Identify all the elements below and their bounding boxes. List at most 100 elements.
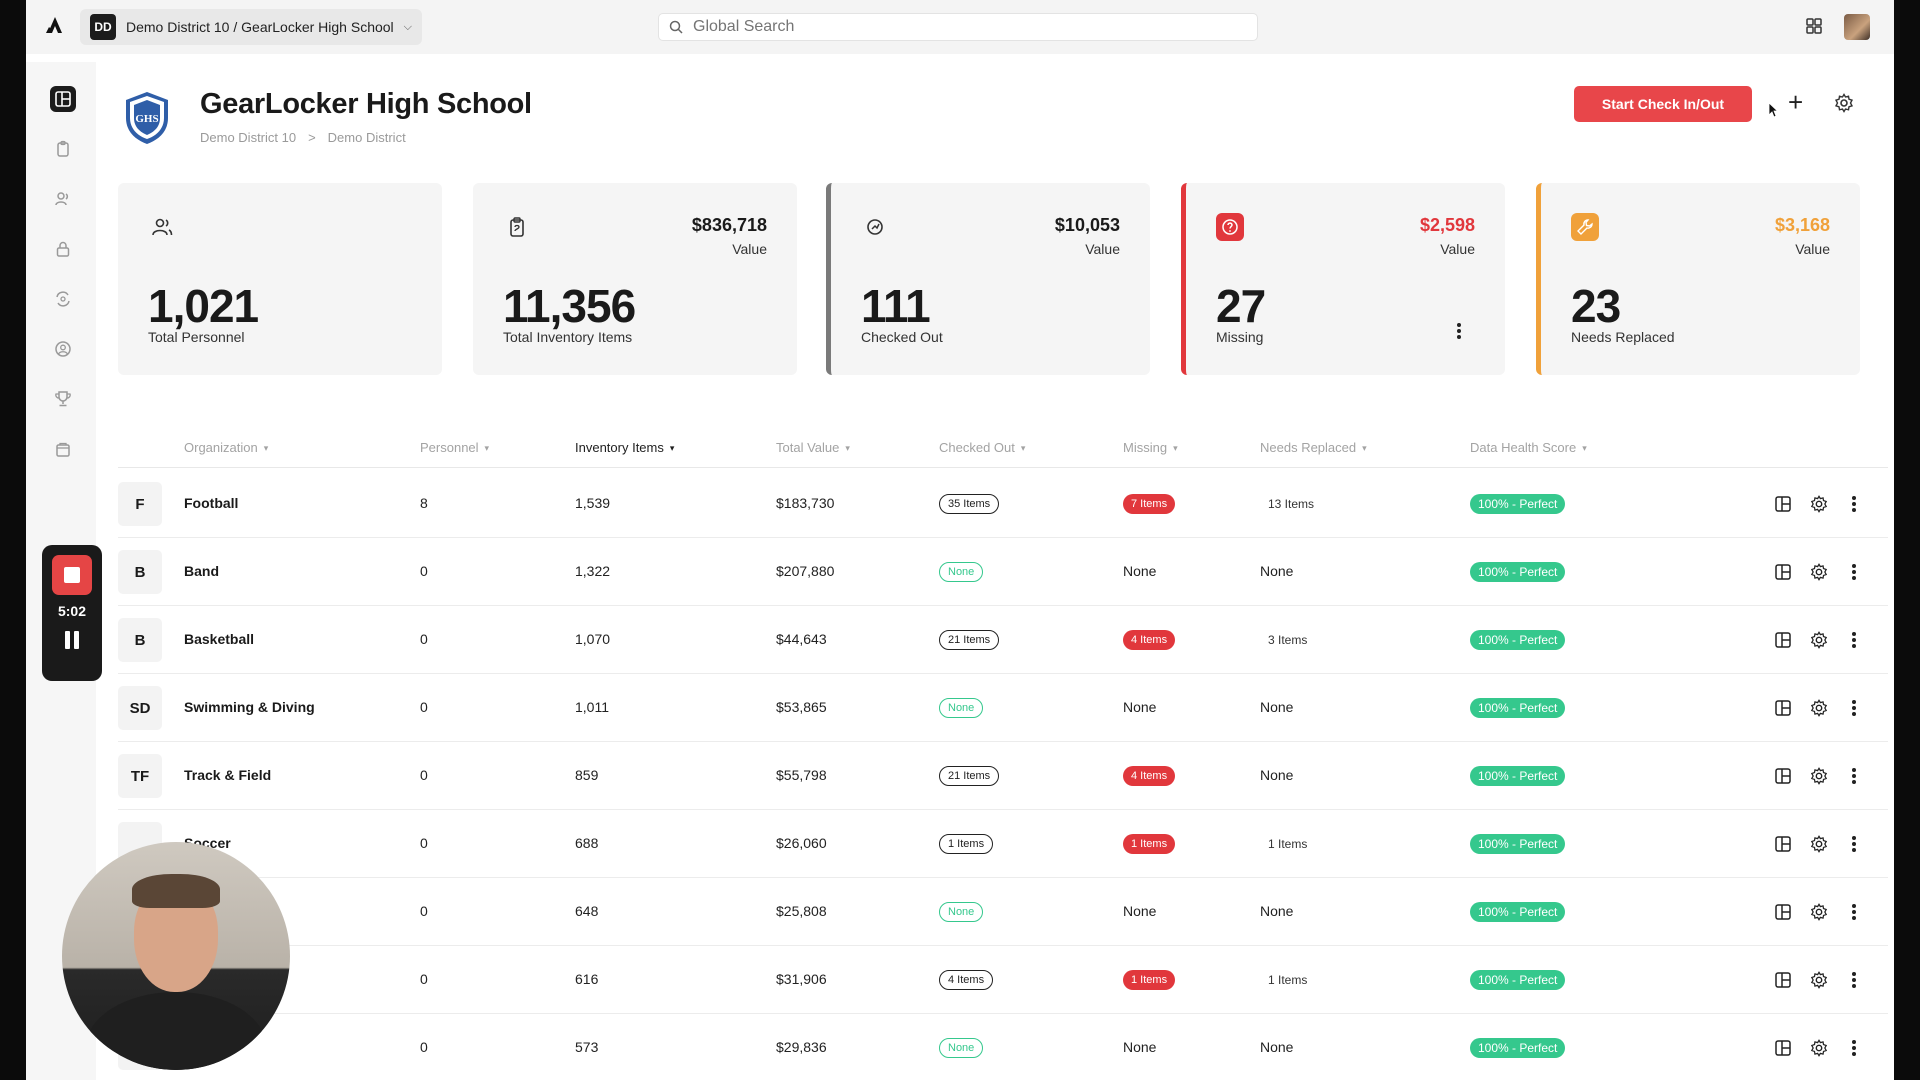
pause-button[interactable] (65, 631, 79, 649)
table-row[interactable]: Soccer 0 688 $26,060 1 Items 1 Items 1 Items 10… (118, 810, 1888, 878)
stop-recording-button[interactable] (52, 555, 92, 595)
stat-card-checked-out[interactable]: $10,053 Value 111 Checked Out (826, 183, 1150, 375)
stat-value: $3,168 (1774, 215, 1830, 235)
sidebar-item-personnel[interactable] (50, 186, 76, 212)
open-dashboard-icon[interactable] (1774, 563, 1792, 581)
org-name[interactable]: Basketball (184, 631, 255, 647)
column-header-organization[interactable]: Organization ▾ (184, 440, 269, 455)
data-health-badge: 100% - Perfect (1470, 902, 1566, 922)
checked-out-badge: 1 Items (939, 834, 994, 854)
user-avatar[interactable] (1844, 14, 1870, 40)
checked-out-badge: None (939, 902, 984, 922)
dashboard-icon (55, 91, 71, 107)
open-dashboard-icon[interactable] (1774, 835, 1792, 853)
org-name[interactable]: Football (184, 495, 239, 511)
row-more-options-icon[interactable] (1852, 972, 1856, 988)
breadcrumb-parent[interactable]: Demo District (327, 130, 406, 145)
table-header: Organization ▾ Personnel ▾ Inventory Items… (118, 432, 1888, 468)
sidebar-item-store[interactable] (50, 436, 76, 462)
row-more-options-icon[interactable] (1852, 632, 1856, 648)
sidebar-item-lockers[interactable] (50, 236, 76, 262)
personnel-count: 0 (420, 835, 428, 851)
missing-value: None (1123, 903, 1157, 919)
row-more-options-icon[interactable] (1852, 768, 1856, 784)
stat-card-needs-replaced[interactable]: $3,168 Value 23 Needs Replaced (1536, 183, 1860, 375)
column-header-data-health-score[interactable]: Data Health Score ▾ (1470, 440, 1587, 455)
table-row[interactable]: 0 616 $31,906 4 Items 1 Items 1 Items 100% - P… (118, 946, 1888, 1014)
checked-out-badge: None (939, 1038, 984, 1058)
column-header-needs-replaced[interactable]: Needs Replaced ▾ (1260, 440, 1367, 455)
row-settings-gear-icon[interactable] (1810, 1039, 1828, 1057)
stat-card-inventory-items[interactable]: $836,718 Value 11,356 Total Inventory It… (473, 183, 797, 375)
personnel-count: 0 (420, 767, 428, 783)
add-button[interactable]: + (1788, 87, 1804, 117)
sidebar-item-awards[interactable] (50, 386, 76, 412)
table-row[interactable]: B Basketball 0 1,070 $44,643 21 Items 4 Items 3… (118, 606, 1888, 674)
org-abbreviation-badge: TF (118, 754, 162, 798)
needs-replaced-badge: 1 Items (1268, 837, 1308, 851)
column-header-checked-out[interactable]: Checked Out ▾ (939, 440, 1026, 455)
table-row[interactable]: 0 648 $25,808 None None None 100% - Perfect (118, 878, 1888, 946)
row-settings-gear-icon[interactable] (1810, 903, 1828, 921)
row-more-options-icon[interactable] (1852, 564, 1856, 580)
missing-badge: 7 Items (1123, 494, 1176, 514)
org-name[interactable]: Track & Field (184, 767, 272, 783)
stat-card-missing[interactable]: $2,598 Value 27 Missing (1181, 183, 1505, 375)
table-row[interactable]: TF Track & Field 0 859 $55,798 21 Items 4 Item… (118, 742, 1888, 810)
stat-card-total-personnel[interactable]: 1,021 Total Personnel (118, 183, 442, 375)
checked-out-badge: None (939, 562, 984, 582)
stat-number: 1,021 (148, 280, 259, 332)
stat-value-label: Value (1440, 241, 1475, 257)
global-search[interactable] (658, 13, 1258, 41)
sidebar-item-profile[interactable] (50, 336, 76, 362)
window-frame-left (0, 0, 26, 1080)
row-more-options-icon[interactable] (1852, 1040, 1856, 1056)
data-health-badge: 100% - Perfect (1470, 494, 1566, 514)
row-settings-gear-icon[interactable] (1810, 563, 1828, 581)
more-options-icon[interactable] (1457, 323, 1461, 339)
search-input[interactable] (693, 18, 1233, 36)
inventory-count: 1,070 (575, 631, 611, 647)
row-settings-gear-icon[interactable] (1810, 699, 1828, 717)
column-header-total-value[interactable]: Total Value ▾ (776, 440, 850, 455)
open-dashboard-icon[interactable] (1774, 903, 1792, 921)
row-settings-gear-icon[interactable] (1810, 767, 1828, 785)
apps-grid-icon[interactable] (1806, 18, 1822, 34)
table-row[interactable]: SD Swimming & Diving 0 1,011 $53,865 None None… (118, 674, 1888, 742)
row-settings-gear-icon[interactable] (1810, 631, 1828, 649)
row-more-options-icon[interactable] (1852, 700, 1856, 716)
row-settings-gear-icon[interactable] (1810, 971, 1828, 989)
row-more-options-icon[interactable] (1852, 904, 1856, 920)
organization-switcher[interactable]: DD Demo District 10 / GearLocker High Sc… (80, 9, 422, 45)
row-more-options-icon[interactable] (1852, 496, 1856, 512)
open-dashboard-icon[interactable] (1774, 1039, 1792, 1057)
org-name[interactable]: Band (184, 563, 219, 579)
column-header-personnel[interactable]: Personnel ▾ (420, 440, 490, 455)
breadcrumb-district[interactable]: Demo District 10 (200, 130, 297, 145)
row-settings-gear-icon[interactable] (1810, 495, 1828, 513)
open-dashboard-icon[interactable] (1774, 767, 1792, 785)
settings-gear-icon[interactable] (1834, 93, 1854, 113)
open-dashboard-icon[interactable] (1774, 631, 1792, 649)
sidebar-item-check-in-out[interactable] (50, 286, 76, 312)
table-row[interactable]: F Football 8 1,539 $183,730 35 Items 7 Items 13… (118, 470, 1888, 538)
column-header-inventory-items[interactable]: Inventory Items ▾ (575, 440, 675, 455)
open-dashboard-icon[interactable] (1774, 699, 1792, 717)
app-logo-icon[interactable] (44, 15, 66, 37)
sidebar-item-inventory[interactable] (50, 136, 76, 162)
inventory-count: 688 (575, 835, 599, 851)
open-dashboard-icon[interactable] (1774, 495, 1792, 513)
data-health-badge: 100% - Perfect (1470, 562, 1566, 582)
org-name[interactable]: Swimming & Diving (184, 699, 315, 715)
start-check-in-out-button[interactable]: Start Check In/Out (1574, 86, 1752, 122)
checked-out-badge: 35 Items (939, 494, 1000, 514)
row-settings-gear-icon[interactable] (1810, 835, 1828, 853)
sidebar-item-dashboard[interactable] (50, 86, 76, 112)
missing-badge: 4 Items (1123, 630, 1176, 650)
table-row[interactable]: B Band 0 1,322 $207,880 None None None 100% - Pe… (118, 538, 1888, 606)
breadcrumb-separator: > (308, 130, 316, 145)
open-dashboard-icon[interactable] (1774, 971, 1792, 989)
column-header-missing[interactable]: Missing ▾ (1123, 440, 1178, 455)
row-more-options-icon[interactable] (1852, 836, 1856, 852)
